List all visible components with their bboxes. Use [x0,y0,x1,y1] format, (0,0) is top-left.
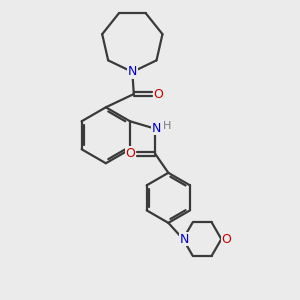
Text: N: N [128,65,137,79]
Text: H: H [163,121,171,131]
Text: O: O [154,88,164,100]
Text: O: O [125,147,135,160]
Text: N: N [152,122,161,135]
Text: N: N [180,232,189,246]
Text: O: O [222,232,232,246]
